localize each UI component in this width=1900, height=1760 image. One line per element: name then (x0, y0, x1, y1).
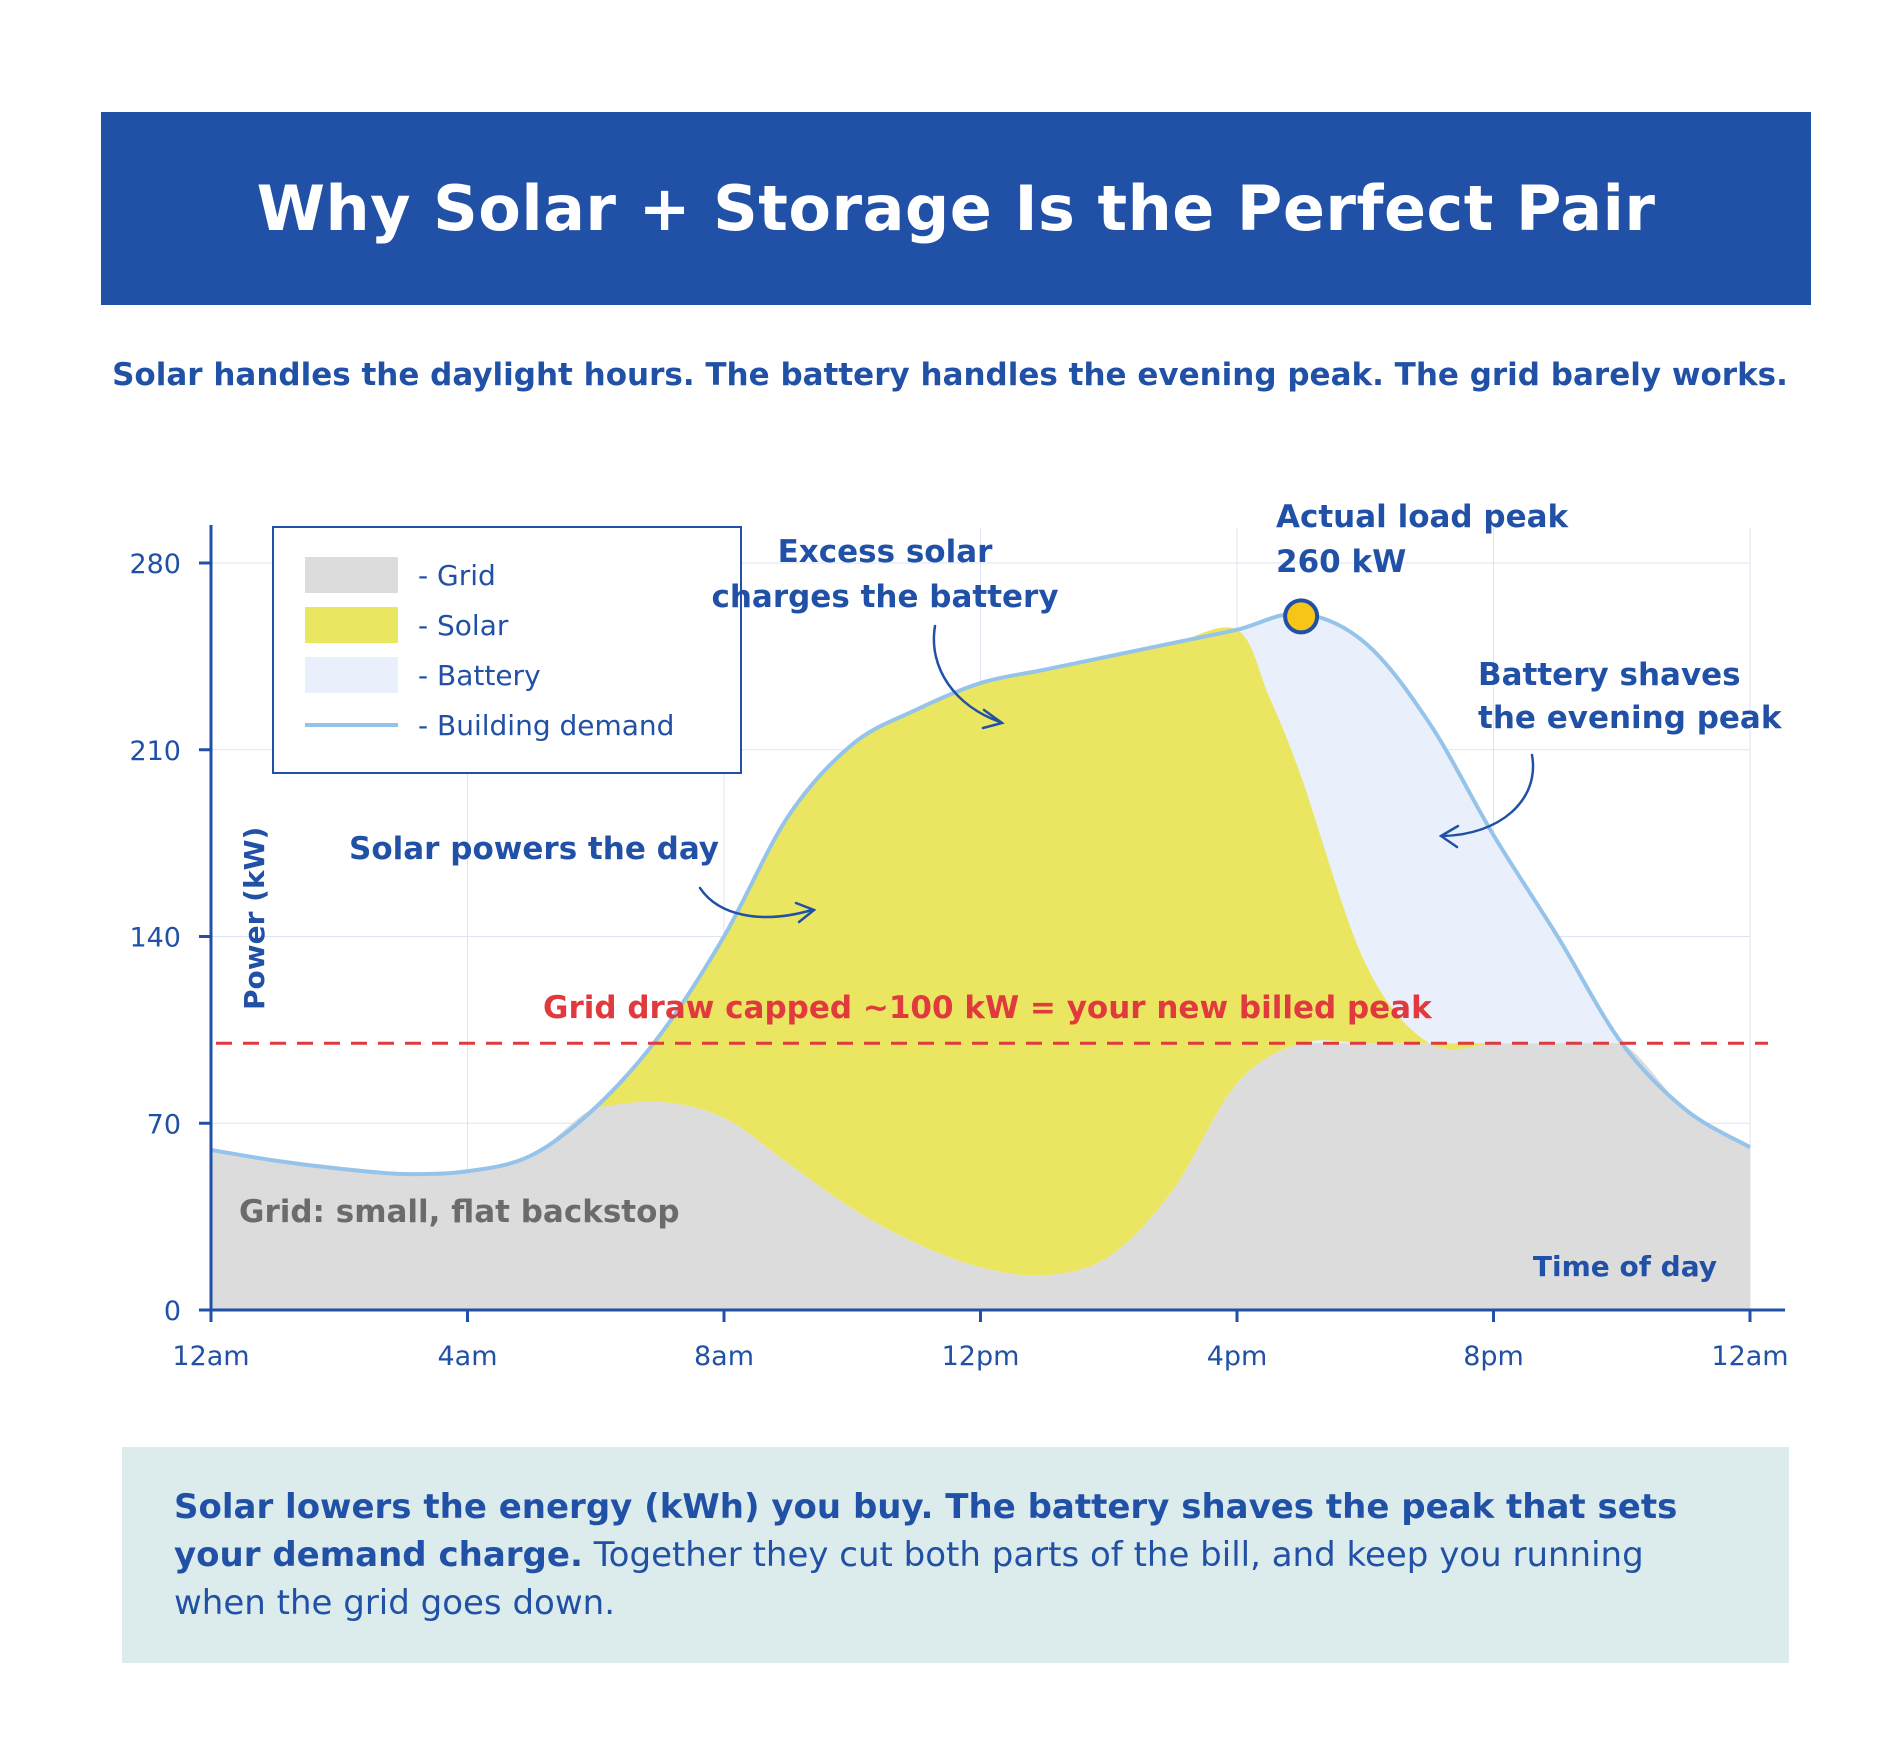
x-tick-label: 4am (437, 1341, 497, 1372)
x-axis-label: Time of day (1533, 1250, 1717, 1283)
solar-arrowhead (794, 901, 817, 924)
y-axis-label: Power (kW) (238, 827, 271, 1010)
x-tick-label: 8am (694, 1341, 754, 1372)
solar-powers-label: Solar powers the day (349, 831, 719, 867)
legend-swatch (305, 607, 398, 643)
y-tick-label: 140 (129, 923, 181, 954)
legend-label: - Solar (418, 609, 509, 642)
excess-solar-label-2: charges the battery (711, 579, 1058, 615)
legend-swatch (305, 557, 398, 593)
summary-callout: Solar lowers the energy (kWh) you buy. T… (122, 1447, 1789, 1663)
excess-solar-label-1: Excess solar (778, 534, 994, 570)
peak-marker (1283, 598, 1320, 635)
grid-cap-label: Grid draw capped ~100 kW = your new bill… (543, 990, 1433, 1026)
x-tick-label: 4pm (1207, 1341, 1268, 1372)
battery-arrowhead (1438, 824, 1460, 849)
grid-area (211, 1038, 1750, 1310)
x-tick-label: 8pm (1463, 1341, 1524, 1372)
grid-backstop-label: Grid: small, flat backstop (239, 1194, 680, 1230)
y-tick-label: 210 (129, 736, 181, 767)
annotation-arrows (698, 624, 1535, 924)
y-tick-label: 0 (164, 1296, 181, 1327)
battery-shaves-label-1: Battery shaves (1478, 657, 1741, 693)
y-tick-label: 70 (147, 1109, 181, 1140)
solar-arrow (698, 886, 814, 919)
callout-regular-text: Together they cut both parts of the bill… (174, 1535, 1644, 1623)
chart: 0 70 140 210 280 12am 4am 8am 12pm 4pm 8pm 12am - G… (129, 499, 1788, 1372)
page-subtitle: Solar handles the daylight hours. The ba… (112, 357, 1788, 393)
battery-arrow (1440, 753, 1535, 838)
legend: - Grid - Solar - Battery - Building demand (272, 526, 742, 774)
peak-label-2: 260 kW (1276, 544, 1406, 580)
legend-swatch (305, 657, 398, 693)
legend-label: - Battery (418, 659, 541, 692)
building-demand-line (210, 611, 1752, 1177)
excess-arrowhead (981, 708, 1005, 730)
y-tick-label: 280 (129, 549, 181, 580)
legend-label: - Grid (418, 559, 496, 592)
battery-shaves-label-2: the evening peak (1478, 700, 1783, 736)
excess-arrow (932, 624, 1002, 724)
peak-label-1: Actual load peak (1276, 499, 1570, 535)
solar-area (595, 627, 1494, 1276)
x-tick-label: 12pm (942, 1341, 1020, 1372)
x-tick-label: 12am (1711, 1341, 1788, 1372)
x-tick-label: 12am (172, 1341, 249, 1372)
axis-ticks: 0 70 140 210 280 12am 4am 8am 12pm 4pm 8pm 12am (129, 549, 1788, 1372)
axes (209, 525, 1785, 1312)
legend-label: - Building demand (418, 709, 674, 742)
title-banner: Why Solar + Storage Is the Perfect Pair (101, 112, 1811, 305)
callout-bold-text: Solar lowers the energy (kWh) you buy. T… (174, 1487, 1678, 1575)
page-title: Why Solar + Storage Is the Perfect Pair (256, 172, 1656, 245)
